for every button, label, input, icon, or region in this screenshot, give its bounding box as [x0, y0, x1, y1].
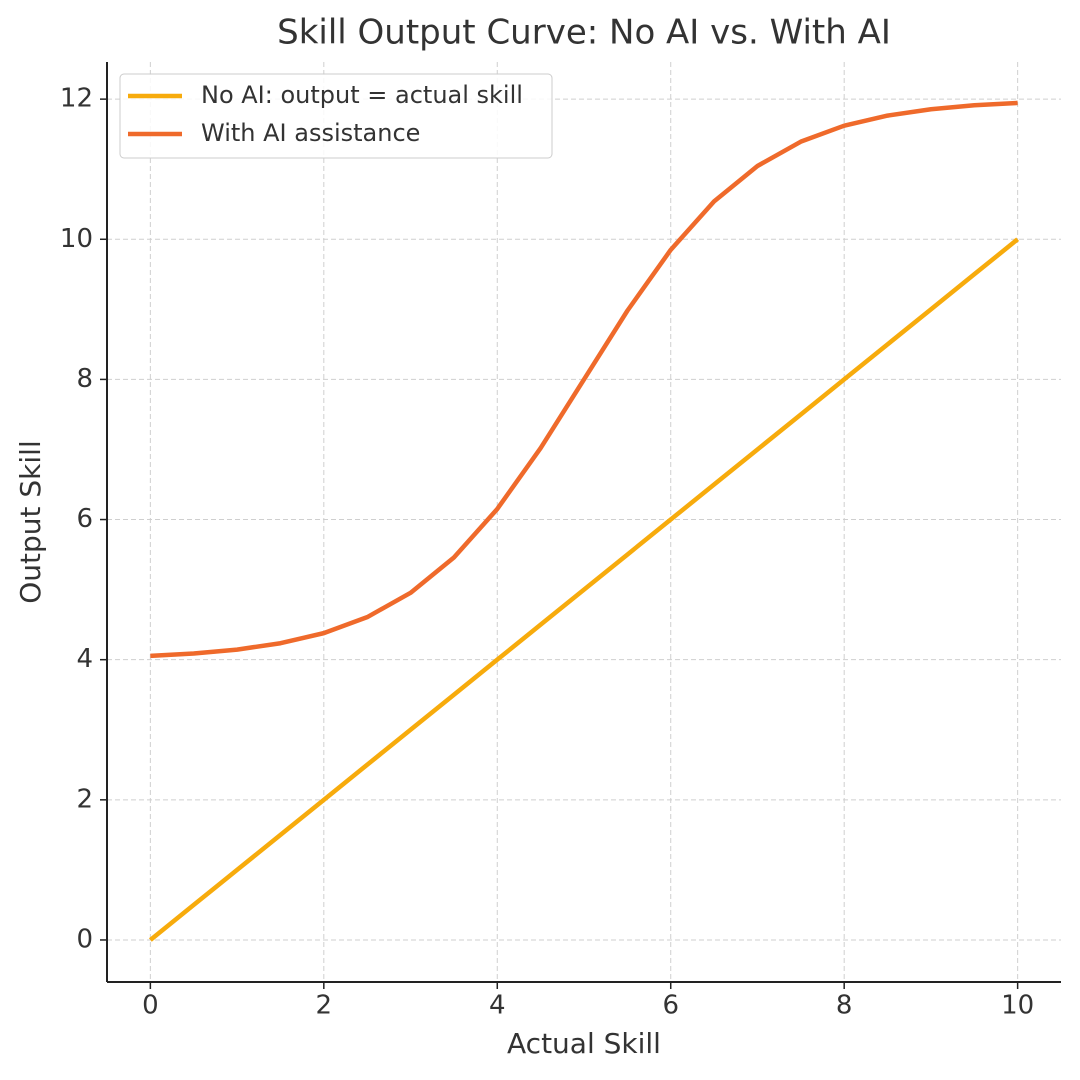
y-tick-label: 8	[76, 364, 93, 394]
y-axis-label: Output Skill	[14, 440, 47, 604]
x-axis-label: Actual Skill	[507, 1027, 661, 1060]
y-tick-label: 4	[76, 644, 93, 674]
legend-label: No AI: output = actual skill	[201, 81, 523, 109]
y-tick-label: 12	[60, 84, 93, 114]
x-tick-label: 0	[142, 991, 159, 1021]
x-tick-label: 8	[836, 991, 853, 1021]
y-tick-label: 0	[76, 924, 93, 954]
legend-box	[119, 73, 553, 159]
y-tick-label: 10	[60, 224, 93, 254]
x-tick-label: 6	[662, 991, 679, 1021]
x-tick-label: 4	[489, 991, 506, 1021]
x-tick-label: 10	[1001, 991, 1034, 1021]
legend-label: With AI assistance	[201, 119, 420, 147]
chart-title: Skill Output Curve: No AI vs. With AI	[277, 13, 891, 53]
y-tick-label: 6	[76, 504, 93, 534]
series-line	[148, 237, 1020, 942]
y-tick-label: 2	[76, 784, 93, 814]
x-tick-label: 2	[316, 991, 333, 1021]
series-line	[150, 100, 1018, 659]
